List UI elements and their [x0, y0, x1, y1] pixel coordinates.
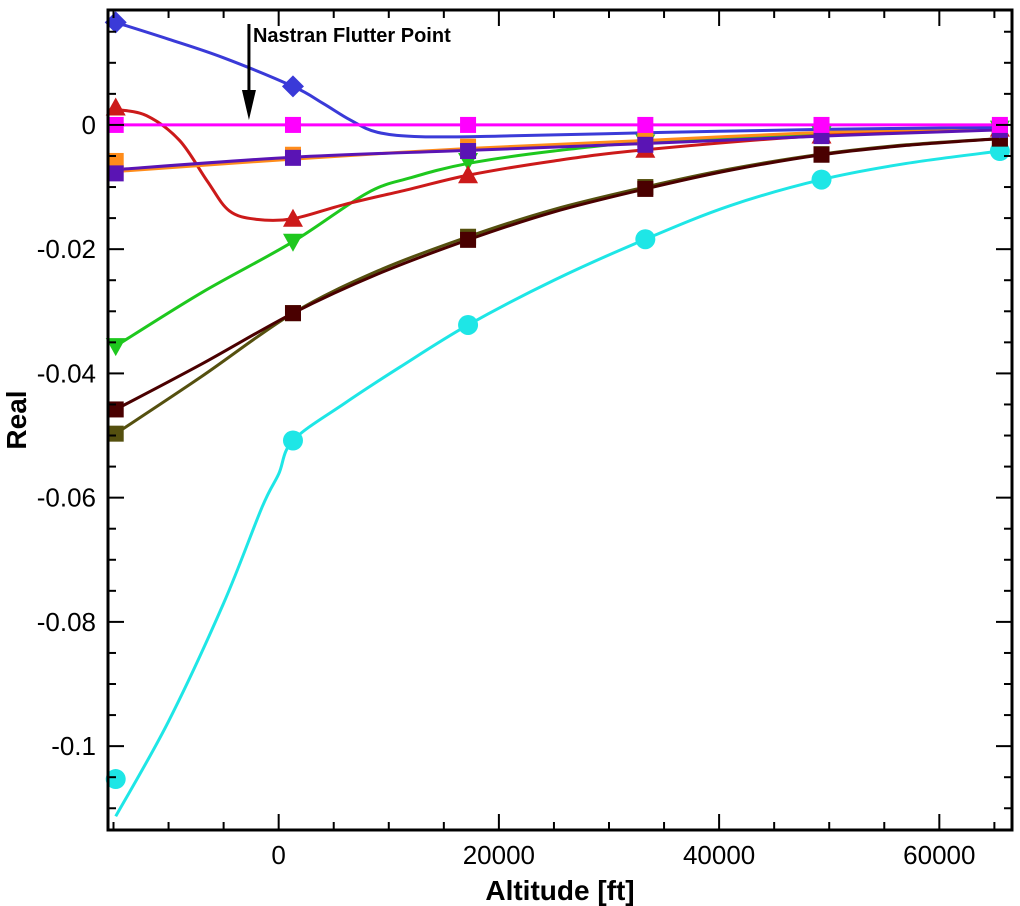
series-2-line	[115, 107, 1000, 222]
series-5-marker	[107, 165, 124, 182]
series-3-marker	[637, 116, 654, 133]
series-5-marker	[637, 136, 654, 153]
series-4-line	[115, 125, 1000, 174]
x-tick-label: 20000	[463, 840, 535, 870]
series-2-marker	[458, 165, 479, 184]
series-7-marker	[284, 305, 301, 322]
series-9-marker	[282, 430, 303, 451]
series-9-marker	[635, 229, 656, 250]
plot-frame	[106, 8, 1014, 832]
series-3-marker	[284, 116, 301, 133]
series-7-marker	[637, 180, 654, 197]
series-3-marker	[460, 116, 477, 133]
annotation-arrow-head	[241, 90, 256, 120]
series-7-marker	[813, 146, 830, 163]
x-axis-title: Altitude [ft]	[485, 875, 634, 906]
y-tick-label: -0.08	[37, 607, 96, 637]
y-tick-label: -0.02	[37, 234, 96, 264]
y-tick-label: -0.1	[51, 731, 96, 761]
series-2-marker	[282, 208, 303, 227]
annotation-label: Nastran Flutter Point	[253, 25, 451, 47]
series-9-marker	[811, 169, 832, 190]
series-6-marker	[282, 233, 303, 252]
x-tick-label: 0	[271, 840, 285, 870]
y-tick-label: -0.04	[37, 358, 96, 388]
series-1-marker	[104, 11, 127, 34]
x-tick-label: 40000	[683, 840, 755, 870]
series-5-marker	[284, 149, 301, 166]
series-3-marker	[813, 116, 830, 133]
axis-ticks	[108, 10, 1012, 830]
y-tick-label: 0	[82, 110, 96, 140]
series-5-line	[115, 128, 1000, 172]
series-5-marker	[460, 143, 477, 160]
series-7-line	[115, 137, 1000, 411]
series-9-marker	[458, 314, 479, 335]
series-9-marker	[105, 769, 126, 790]
series-9-line	[114, 149, 1001, 818]
axis-tick-labels: 0 20000 40000 60000 0 -0.02 -0.04 -0.06 -0.08 -0.…	[37, 110, 976, 870]
series-8-marker	[107, 425, 124, 442]
series-7-marker	[460, 231, 477, 248]
x-tick-label: 60000	[903, 840, 975, 870]
series-curves	[114, 20, 1001, 818]
series-1-marker	[281, 75, 304, 98]
series-8-line	[114, 137, 1000, 435]
series-1-line	[115, 20, 1000, 139]
y-tick-label: -0.06	[37, 483, 96, 513]
flutter-annotation: Nastran Flutter Point	[241, 24, 451, 120]
series-2-marker	[105, 97, 126, 116]
y-axis-title: Real	[1, 390, 32, 449]
series-markers	[104, 11, 1010, 790]
